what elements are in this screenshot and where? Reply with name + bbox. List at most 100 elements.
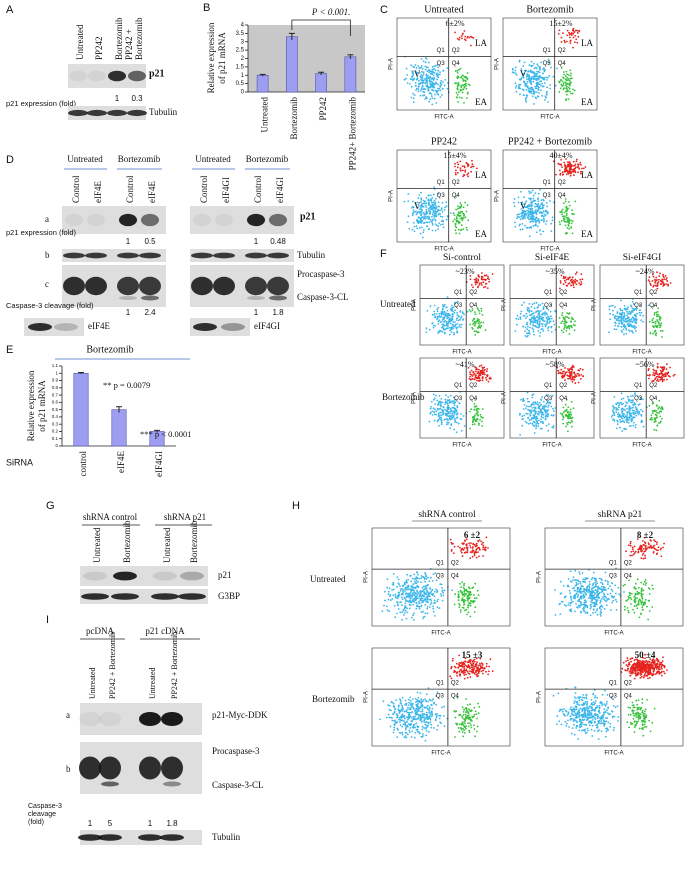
event-dot [419, 719, 422, 722]
event-dot [619, 426, 621, 429]
event-dot [622, 402, 624, 405]
event-dot [568, 86, 570, 89]
label: Q3 [454, 396, 463, 402]
band [245, 276, 267, 296]
event-dot [420, 198, 423, 201]
event-dot [537, 209, 540, 212]
event-dot [581, 368, 584, 371]
event-dot [560, 158, 562, 161]
event-dot [567, 216, 569, 219]
event-dot [444, 328, 447, 331]
event-dot [536, 85, 538, 88]
event-dot [565, 70, 568, 73]
event-dot [423, 592, 426, 595]
event-dot [446, 296, 449, 299]
event-dot [612, 304, 614, 307]
event-dot [428, 598, 430, 601]
event-dot [567, 430, 569, 433]
event-dot [466, 613, 468, 616]
event-dot [391, 589, 393, 591]
event-dot [571, 232, 574, 235]
event-dot [461, 721, 464, 723]
event-dot [527, 75, 530, 78]
event-dot [575, 283, 578, 286]
event-dot [448, 415, 451, 418]
event-dot [482, 376, 484, 379]
band [139, 252, 161, 259]
event-dot [464, 201, 466, 204]
event-dot [545, 92, 548, 94]
event-dot [525, 200, 528, 203]
event-dot [571, 220, 574, 223]
event-dot [528, 405, 530, 408]
event-dot [478, 555, 480, 558]
event-dot [446, 215, 449, 217]
event-dot [447, 396, 450, 398]
event-dot [429, 603, 432, 606]
x-tick-label: Bortezomib [289, 97, 299, 140]
event-dot [432, 74, 435, 77]
event-dot [444, 206, 446, 209]
event-dot [531, 396, 534, 399]
event-dot [533, 71, 535, 73]
event-dot [448, 399, 450, 402]
event-dot [522, 89, 525, 91]
event-dot [543, 82, 546, 84]
label: FITC-A [431, 751, 450, 757]
event-dot [577, 163, 579, 166]
event-dot [413, 586, 415, 589]
event-dot [422, 699, 425, 701]
event-dot [623, 413, 625, 416]
event-dot [485, 665, 488, 668]
event-dot [565, 210, 568, 212]
event-dot [562, 77, 565, 79]
event-dot [440, 423, 443, 425]
event-dot [479, 326, 482, 329]
event-dot [571, 209, 573, 212]
event-dot [470, 170, 472, 173]
label: of p21 mRNA [37, 380, 47, 432]
event-dot [613, 316, 616, 318]
event-dot [524, 82, 526, 85]
event-dot [427, 228, 430, 231]
event-dot [481, 367, 484, 370]
event-dot [531, 407, 534, 409]
event-dot [456, 330, 458, 333]
event-dot [436, 600, 439, 603]
lane-label: eIF4GI [221, 177, 231, 203]
event-dot [401, 733, 404, 736]
event-dot [477, 408, 480, 410]
event-dot [481, 314, 484, 316]
event-dot [398, 710, 401, 713]
event-dot [428, 80, 431, 82]
event-dot [428, 71, 431, 74]
event-dot [664, 275, 667, 277]
event-dot [522, 325, 524, 328]
y-tick-label: 2 [241, 56, 245, 62]
band [193, 323, 217, 331]
event-dot [418, 79, 420, 82]
event-dot [392, 573, 395, 575]
event-dot [629, 407, 632, 410]
event-dot [471, 421, 474, 424]
event-dot [409, 708, 412, 710]
event-dot [420, 201, 422, 203]
event-dot [567, 277, 569, 279]
event-dot [666, 277, 668, 279]
event-dot [579, 283, 582, 286]
event-dot [404, 590, 406, 592]
event-dot [547, 61, 549, 63]
event-dot [481, 408, 484, 410]
event-dot [455, 173, 457, 176]
event-dot [566, 34, 569, 37]
event-dot [547, 101, 549, 103]
event-dot [520, 310, 523, 313]
event-dot [467, 604, 470, 607]
event-dot [565, 284, 568, 287]
event-dot [455, 319, 458, 321]
event-dot [655, 285, 658, 287]
event-dot [567, 368, 569, 370]
event-dot [466, 204, 469, 207]
event-dot [426, 215, 429, 218]
event-dot [470, 663, 473, 666]
